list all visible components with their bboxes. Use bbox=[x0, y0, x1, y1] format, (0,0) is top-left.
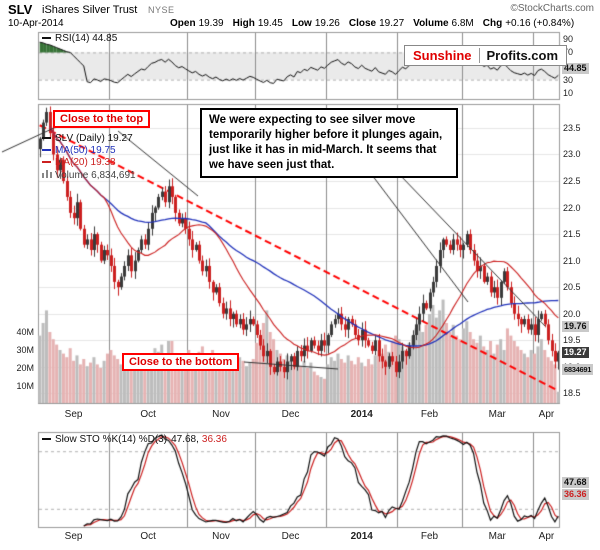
quote-label: Close bbox=[348, 18, 377, 29]
month-label-main: Oct bbox=[140, 409, 156, 420]
symbol: SLV bbox=[8, 2, 33, 17]
quote-label: Chg bbox=[482, 18, 503, 29]
sunshine-profits-logo: Sunshine Profits.com bbox=[404, 45, 568, 66]
month-label-main: Apr bbox=[538, 409, 555, 420]
commentary-note: We were expecting to see silver move tem… bbox=[200, 108, 458, 178]
sto-legend-text: Slow STO %K(14) %D(3) bbox=[55, 434, 168, 445]
month-label-sto: Oct bbox=[140, 531, 156, 542]
quote-label: Open bbox=[170, 18, 196, 29]
ma50-legend-text: MA(50) 19.75 bbox=[55, 145, 116, 156]
price-legend-text: SLV (Daily) 19.27 bbox=[55, 133, 133, 144]
price-legend: SLV (Daily) 19.27 bbox=[42, 133, 133, 144]
month-label-sto: Sep bbox=[64, 531, 83, 542]
quote-value: 19.45 bbox=[257, 18, 283, 29]
quote-value: 19.27 bbox=[379, 18, 405, 29]
ma20-line-icon bbox=[42, 161, 51, 164]
ma50-line-icon bbox=[42, 149, 51, 152]
volume-axis-tick: 20M bbox=[16, 363, 34, 373]
volume-legend: Volume 6,834,691 bbox=[42, 169, 136, 181]
price-line-icon bbox=[42, 137, 51, 140]
quote-value: 19.39 bbox=[198, 18, 224, 29]
month-label-sto: Feb bbox=[420, 531, 439, 542]
month-label-main: Mar bbox=[488, 409, 506, 420]
brand-part1: Sunshine bbox=[413, 48, 480, 63]
month-label-sto: 2014 bbox=[350, 531, 373, 542]
rsi-legend-text: RSI(14) 44.85 bbox=[55, 33, 118, 44]
volume-bars-icon bbox=[42, 170, 52, 178]
ma20-legend: MA(20) 19.38 bbox=[42, 157, 116, 168]
last-price-box: 19.27 bbox=[562, 347, 589, 358]
price-axis-tick: 23.0 bbox=[563, 149, 581, 160]
month-label-main: 2014 bbox=[350, 409, 373, 420]
rsi-line-icon bbox=[42, 37, 51, 40]
ma20-legend-text: MA(20) 19.38 bbox=[55, 157, 116, 168]
price-axis-tick: 22.0 bbox=[563, 202, 581, 213]
month-label-sto: Apr bbox=[538, 531, 555, 542]
quote-value: 19.26 bbox=[314, 18, 340, 29]
volume-value-box: 6834691 bbox=[562, 364, 594, 375]
price-axis-tick: 21.5 bbox=[563, 229, 581, 240]
exchange-label: NYSE bbox=[148, 5, 175, 15]
quote-label: Low bbox=[291, 18, 312, 29]
rsi-axis-tick: 30 bbox=[563, 74, 574, 85]
copyright: ©StockCharts.com bbox=[510, 3, 594, 14]
quote-row: Open 19.39 High 19.45 Low 19.26 Close 19.27 Volu… bbox=[170, 18, 583, 29]
volume-axis-tick: 40M bbox=[16, 327, 34, 337]
rsi-legend: RSI(14) 44.85 bbox=[42, 33, 117, 44]
volume-legend-text: Volume 6,834,691 bbox=[55, 170, 136, 181]
sto-d-box: 36.36 bbox=[562, 489, 589, 500]
sto-d-value: 36.36 bbox=[201, 434, 227, 445]
quote-label: Volume bbox=[413, 18, 449, 29]
quote-date: 10-Apr-2014 bbox=[8, 18, 64, 29]
rsi-value-box: 44.85 bbox=[562, 63, 589, 74]
rsi-axis-tick: 70 bbox=[563, 47, 574, 58]
volume-axis-tick: 30M bbox=[16, 345, 34, 355]
quote-label: High bbox=[232, 18, 255, 29]
price-axis-tick: 21.0 bbox=[563, 255, 581, 266]
sto-k-box: 47.68 bbox=[562, 477, 589, 488]
month-label-main: Dec bbox=[281, 409, 300, 420]
quote-value: +0.16 (+0.84%) bbox=[505, 18, 575, 29]
price-axis-tick: 23.5 bbox=[563, 122, 581, 133]
instrument-name: iShares Silver Trust bbox=[42, 4, 138, 16]
month-label-main: Sep bbox=[64, 409, 83, 420]
price-axis-tick: 19.5 bbox=[563, 335, 581, 346]
month-label-sto: Dec bbox=[281, 531, 300, 542]
ma50-legend: MA(50) 19.75 bbox=[42, 145, 116, 156]
ma50-value-box: 19.76 bbox=[562, 321, 589, 332]
sto-k-value: 47.68, bbox=[171, 434, 199, 445]
sto-legend: Slow STO %K(14) %D(3) 47.68, 36.36 bbox=[42, 434, 227, 445]
price-axis-tick: 20.5 bbox=[563, 282, 581, 293]
month-label-main: Feb bbox=[420, 409, 439, 420]
brand-part2: Profits.com bbox=[486, 48, 559, 63]
price-axis-tick: 20.0 bbox=[563, 308, 581, 319]
close-to-top-callout: Close to the top bbox=[53, 110, 151, 128]
month-label-sto: Mar bbox=[488, 531, 506, 542]
close-to-bottom-callout: Close to the bottom bbox=[122, 353, 240, 371]
price-axis-tick: 22.5 bbox=[563, 175, 581, 186]
volume-axis-tick: 10M bbox=[16, 381, 34, 391]
rsi-axis-tick: 10 bbox=[563, 88, 574, 99]
sto-line-icon bbox=[42, 438, 51, 441]
month-label-main: Nov bbox=[212, 409, 230, 420]
month-label-sto: Nov bbox=[212, 531, 230, 542]
price-axis-tick: 18.5 bbox=[563, 388, 581, 399]
rsi-axis-tick: 90 bbox=[563, 33, 574, 44]
quote-value: 6.8M bbox=[451, 18, 474, 29]
